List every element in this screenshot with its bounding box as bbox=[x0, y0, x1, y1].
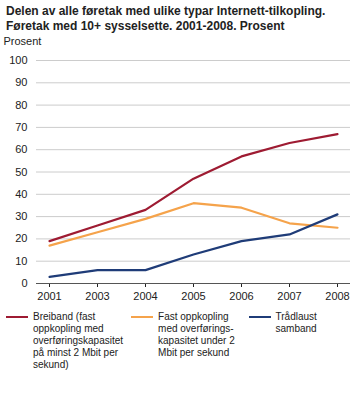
svg-text:2008: 2008 bbox=[325, 290, 349, 302]
svg-text:2004: 2004 bbox=[133, 290, 157, 302]
svg-text:40: 40 bbox=[15, 188, 27, 200]
svg-text:2003: 2003 bbox=[85, 290, 109, 302]
svg-text:50: 50 bbox=[15, 166, 27, 178]
svg-text:100: 100 bbox=[9, 54, 27, 66]
svg-text:2001: 2001 bbox=[37, 290, 61, 302]
svg-text:2007: 2007 bbox=[277, 290, 301, 302]
svg-text:2006: 2006 bbox=[229, 290, 253, 302]
svg-text:Prosent: Prosent bbox=[4, 35, 42, 47]
svg-text:10: 10 bbox=[15, 255, 27, 267]
html-text:Fast oppkopling med overføring: Fast oppkopling med overførings-kapasite… bbox=[158, 311, 235, 358]
svg-text:2005: 2005 bbox=[181, 290, 205, 302]
svg-text:70: 70 bbox=[15, 121, 27, 133]
html-text:Delen av alle føretak med ulik: Delen av alle føretak med ulike typar In… bbox=[6, 4, 326, 33]
svg-text:60: 60 bbox=[15, 143, 27, 155]
html-text:Trådlaust samband: Trådlaust samband bbox=[275, 311, 317, 334]
svg-text:20: 20 bbox=[15, 232, 27, 244]
svg-text:0: 0 bbox=[21, 277, 27, 289]
svg-text:90: 90 bbox=[15, 76, 27, 88]
html-text:Breiband (fast oppkopling med: Breiband (fast oppkopling med overføring… bbox=[33, 311, 123, 370]
svg-text:30: 30 bbox=[15, 210, 27, 222]
svg-text:80: 80 bbox=[15, 99, 27, 111]
